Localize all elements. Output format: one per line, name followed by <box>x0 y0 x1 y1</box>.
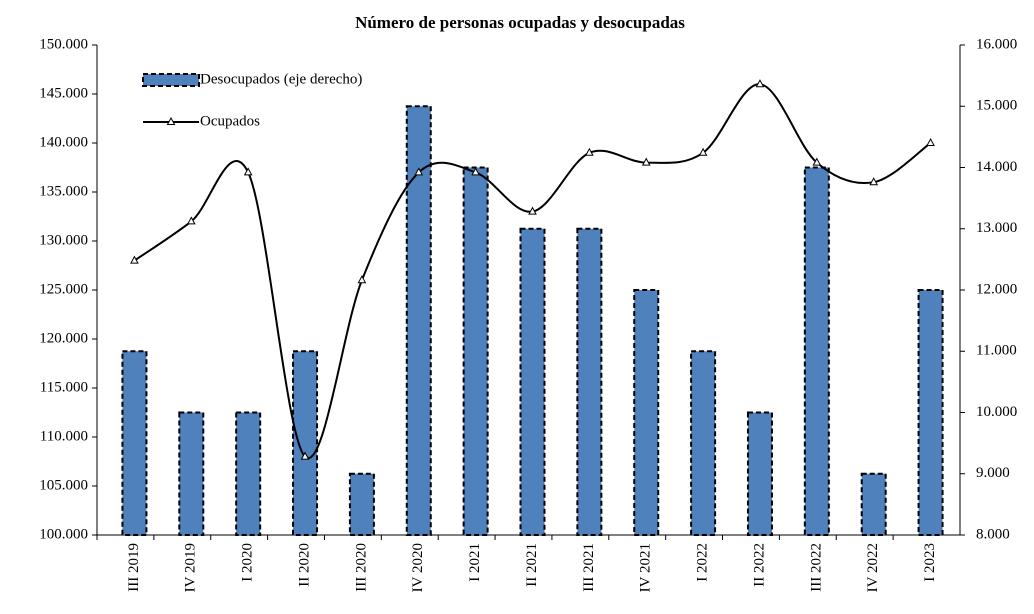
x-tick-label: II 2021 <box>524 543 540 587</box>
bar <box>746 411 773 536</box>
bar <box>462 166 489 536</box>
legend-marker <box>166 116 176 125</box>
legend-label: Ocupados <box>200 113 260 129</box>
bar <box>803 166 830 536</box>
x-tick-label: III 2022 <box>808 543 824 592</box>
bar <box>576 227 603 536</box>
y2-tick-label: 8.000 <box>976 526 1010 542</box>
marker <box>357 275 367 284</box>
bar <box>405 105 432 536</box>
marker <box>926 137 935 146</box>
y2-tick-label: 14.000 <box>976 159 1017 175</box>
marker <box>186 216 196 225</box>
marker <box>585 147 594 156</box>
marker <box>641 157 651 166</box>
bar <box>633 289 660 536</box>
y-tick-label: 145.000 <box>39 85 88 101</box>
y-tick-label: 150.000 <box>39 36 88 52</box>
marker <box>130 255 139 264</box>
bar <box>860 472 887 536</box>
marker <box>414 167 424 176</box>
y2-tick-label: 13.000 <box>976 220 1017 236</box>
bar <box>917 289 944 536</box>
x-tick-label: IV 2020 <box>410 543 426 592</box>
y2-tick-label: 9.000 <box>976 465 1010 481</box>
x-tick-label: II 2022 <box>751 543 767 587</box>
y-tick-label: 120.000 <box>39 330 88 346</box>
y2-tick-label: 11.000 <box>976 343 1017 359</box>
y-tick-label: 110.000 <box>40 428 88 444</box>
y2-tick-label: 10.000 <box>976 404 1017 420</box>
marker <box>812 157 822 166</box>
y-tick-label: 100.000 <box>39 526 88 542</box>
x-tick-label: I 2022 <box>695 543 711 582</box>
x-tick-label: I 2023 <box>922 543 938 582</box>
x-tick-label: I 2020 <box>240 543 256 582</box>
y-tick-label: 135.000 <box>39 183 88 199</box>
marker <box>300 451 310 460</box>
bar <box>690 350 717 536</box>
marker <box>243 167 253 176</box>
bar <box>348 472 375 536</box>
y-tick-label: 105.000 <box>39 477 88 493</box>
marker <box>698 147 708 156</box>
x-tick-label: IV 2019 <box>183 543 199 592</box>
marker <box>755 79 765 88</box>
bar <box>292 350 319 536</box>
bar <box>235 411 262 536</box>
y2-tick-label: 12.000 <box>976 281 1017 297</box>
marker <box>869 177 879 186</box>
chart-title: Número de personas ocupadas y desocupada… <box>355 13 685 32</box>
legend-swatch <box>142 73 200 87</box>
x-tick-label: III 2020 <box>353 543 369 592</box>
x-tick-label: IV 2021 <box>638 543 654 592</box>
bar <box>519 227 546 536</box>
line <box>133 83 932 460</box>
bar <box>121 350 148 536</box>
x-tick-label: II 2020 <box>296 543 312 587</box>
marker <box>528 206 537 215</box>
marker <box>471 167 480 176</box>
y2-tick-label: 16.000 <box>976 36 1017 52</box>
x-tick-label: III 2021 <box>581 543 597 592</box>
y2-tick-label: 15.000 <box>976 98 1017 114</box>
y-tick-label: 130.000 <box>39 232 88 248</box>
y-tick-label: 115.000 <box>40 379 88 395</box>
x-tick-label: I 2021 <box>467 543 483 582</box>
legend-label: Desocupados (eje derecho) <box>200 71 362 87</box>
y-tick-label: 140.000 <box>39 134 88 150</box>
x-tick-label: IV 2022 <box>865 543 881 592</box>
bar <box>178 411 205 536</box>
x-tick-label: III 2019 <box>126 543 142 592</box>
y-tick-label: 125.000 <box>39 281 88 297</box>
